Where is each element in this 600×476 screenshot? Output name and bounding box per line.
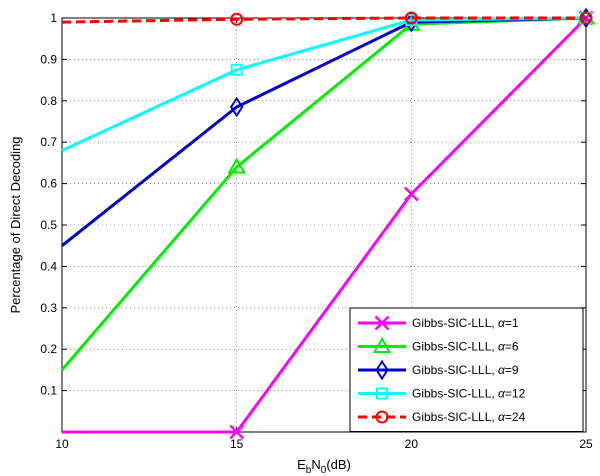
series-4 [61, 12, 592, 152]
y-tick-label: 0.6 [40, 177, 57, 191]
legend: Gibbs-SIC-LLL, α=1 Gibbs-SIC-LLL, α=6 Gibb… [349, 307, 584, 432]
x-tick-label: 25 [579, 437, 593, 451]
y-tick-label: 0.9 [40, 52, 57, 66]
series-point [227, 157, 246, 174]
y-tick-label: 0.7 [40, 135, 57, 149]
legend-label: Gibbs-SIC-LLL, α=1 [412, 316, 519, 330]
x-tick-label: 15 [230, 437, 244, 451]
series-point [579, 11, 593, 25]
legend-label: Gibbs-SIC-LLL, α=6 [412, 340, 519, 354]
series-point [230, 63, 243, 76]
series-point [229, 96, 244, 118]
series-line [61, 16, 587, 152]
series-line [61, 16, 586, 24]
series-point [230, 12, 244, 26]
legend-marker [375, 359, 389, 381]
series-point [403, 186, 419, 202]
y-axis-title: Percentage of Direct Decoding [8, 136, 23, 313]
x-axis-title: EbN0(dB) [297, 457, 351, 476]
legend-label: Gibbs-SIC-LLL, α=24 [412, 410, 526, 424]
legend-marker [375, 410, 389, 424]
y-tick-label: 0.5 [40, 218, 57, 232]
legend-marker [374, 315, 390, 331]
legend-entry-1: Gibbs-SIC-LLL, α=1 [358, 315, 519, 331]
x-tick-label: 10 [55, 437, 69, 451]
series-point [404, 11, 418, 25]
legend-marker [372, 336, 392, 353]
series-5 [61, 11, 593, 26]
legend-entry-4: Gibbs-SIC-LLL, α=12 [358, 387, 526, 401]
y-tick-label: 0.2 [40, 342, 57, 356]
legend-entry-3: Gibbs-SIC-LLL, α=9 [358, 359, 519, 381]
x-tick-label: 20 [405, 437, 419, 451]
legend-entry-5: Gibbs-SIC-LLL, α=24 [358, 410, 526, 424]
series-point [229, 424, 245, 440]
legend-entry-2: Gibbs-SIC-LLL, α=6 [358, 336, 519, 354]
legend-marker [376, 387, 388, 400]
y-tick-label: 0.3 [40, 301, 57, 315]
legend-label: Gibbs-SIC-LLL, α=9 [412, 363, 519, 377]
y-tick-label: 1 [50, 11, 57, 25]
legend-label: Gibbs-SIC-LLL, α=12 [412, 387, 526, 401]
y-tick-label: 0.4 [40, 259, 57, 273]
y-tick-label: 0.8 [40, 94, 57, 108]
series-layer [60, 7, 596, 440]
series-line [61, 16, 587, 247]
axes: 10 15 20 25 0.1 0.2 0.3 0.4 0.5 0.6 0.7 0.8 0.9 1 EbN0… [8, 11, 593, 476]
y-tick-label: 0.1 [40, 384, 57, 398]
series-line [62, 16, 588, 434]
